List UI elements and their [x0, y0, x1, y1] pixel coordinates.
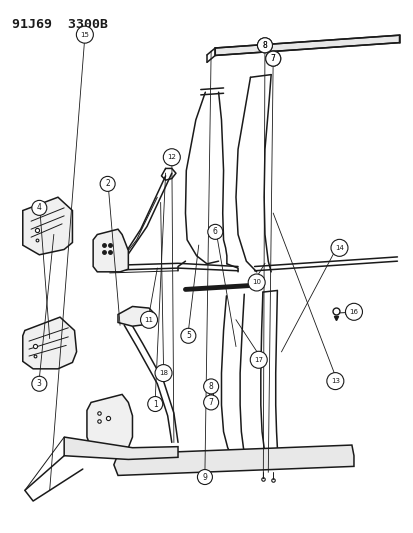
Circle shape [76, 26, 93, 43]
Circle shape [330, 239, 347, 256]
Circle shape [257, 38, 272, 53]
Circle shape [203, 395, 218, 410]
Text: 8: 8 [262, 41, 267, 50]
Circle shape [265, 51, 280, 66]
Text: 7: 7 [270, 54, 275, 63]
Text: 8: 8 [262, 41, 267, 50]
Circle shape [140, 311, 157, 328]
Text: 13: 13 [330, 378, 339, 384]
Text: 15: 15 [80, 31, 89, 38]
Text: 4: 4 [37, 204, 42, 212]
Polygon shape [23, 317, 76, 369]
Circle shape [265, 51, 280, 66]
Text: 11: 11 [144, 317, 153, 323]
Circle shape [154, 365, 172, 382]
Polygon shape [118, 306, 155, 326]
Polygon shape [215, 35, 399, 55]
Circle shape [249, 351, 267, 368]
Text: 6: 6 [212, 228, 217, 236]
Text: 16: 16 [349, 309, 358, 315]
Circle shape [147, 397, 162, 411]
Circle shape [197, 470, 212, 484]
Text: 14: 14 [334, 245, 343, 251]
Text: 10: 10 [252, 279, 261, 286]
Text: 12: 12 [167, 154, 176, 160]
Circle shape [32, 200, 47, 215]
Circle shape [326, 373, 343, 390]
Circle shape [207, 224, 222, 239]
Text: 3: 3 [37, 379, 42, 388]
Circle shape [344, 303, 362, 320]
Circle shape [203, 379, 218, 394]
Polygon shape [93, 229, 128, 272]
Text: 9: 9 [202, 473, 207, 481]
Circle shape [247, 274, 265, 291]
Text: 1: 1 [152, 400, 157, 408]
Polygon shape [87, 394, 132, 452]
Text: 91J69  3300B: 91J69 3300B [12, 18, 108, 31]
Circle shape [32, 376, 47, 391]
Polygon shape [114, 445, 353, 475]
Text: 18: 18 [159, 370, 168, 376]
Text: 7: 7 [208, 398, 213, 407]
Circle shape [180, 328, 195, 343]
Text: 2: 2 [105, 180, 110, 188]
Polygon shape [64, 437, 178, 459]
Text: 8: 8 [208, 382, 213, 391]
Text: 17: 17 [254, 357, 263, 363]
Circle shape [163, 149, 180, 166]
Text: 7: 7 [270, 54, 275, 63]
Text: 5: 5 [185, 332, 190, 340]
Circle shape [257, 38, 272, 53]
Polygon shape [23, 197, 72, 255]
Circle shape [100, 176, 115, 191]
